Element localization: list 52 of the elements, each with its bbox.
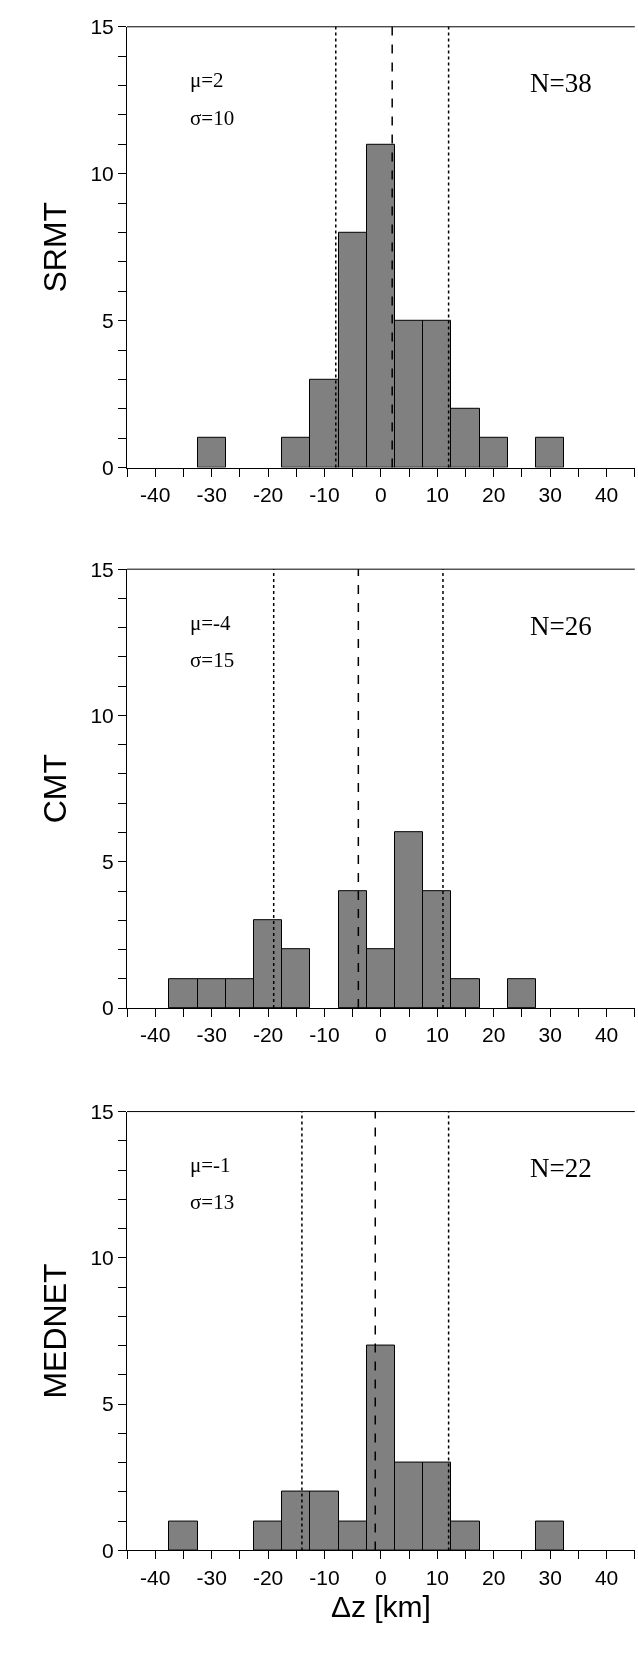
annotation: σ=10 bbox=[190, 106, 235, 130]
x-tick-label: 30 bbox=[538, 1023, 562, 1047]
x-tick-label: -30 bbox=[196, 1565, 227, 1589]
x-tick-label: 0 bbox=[375, 1023, 387, 1047]
y-tick-label: 10 bbox=[90, 703, 114, 727]
y-axis-title: SRMT bbox=[36, 201, 73, 293]
x-tick-label: -20 bbox=[252, 1023, 284, 1047]
annotation: μ=-1 bbox=[190, 1153, 231, 1177]
x-tick-label: -10 bbox=[309, 482, 340, 506]
x-tick-label: 10 bbox=[425, 1565, 450, 1589]
x-tick-label: -20 bbox=[252, 482, 284, 506]
x-tick-label: 20 bbox=[482, 1565, 506, 1589]
y-tick-label: 10 bbox=[90, 162, 114, 186]
x-tick-label: 40 bbox=[594, 1023, 619, 1047]
x-tick-label: -40 bbox=[140, 1023, 171, 1047]
x-tick-label: -30 bbox=[196, 1023, 227, 1047]
annotation: N=26 bbox=[530, 611, 592, 641]
y-tick-label: 5 bbox=[102, 309, 114, 333]
x-tick-label: 10 bbox=[425, 1023, 450, 1047]
x-tick-label: -30 bbox=[196, 482, 227, 506]
y-tick-label: 0 bbox=[102, 1538, 114, 1562]
x-tick-label: 0 bbox=[375, 1565, 387, 1589]
y-axis-title: CMT bbox=[36, 753, 73, 824]
x-tick-label: -20 bbox=[252, 1565, 284, 1589]
x-tick-label: 30 bbox=[538, 1565, 562, 1589]
y-tick-label: 15 bbox=[90, 15, 114, 39]
y-tick-label: 5 bbox=[102, 1392, 114, 1416]
y-tick-label: 10 bbox=[90, 1246, 114, 1270]
x-tick-label: -40 bbox=[140, 482, 171, 506]
annotation: σ=13 bbox=[190, 1190, 235, 1214]
x-tick-label: 0 bbox=[375, 482, 387, 506]
x-tick-label: 10 bbox=[425, 482, 450, 506]
x-tick-label: 40 bbox=[594, 482, 619, 506]
annotation: N=38 bbox=[530, 68, 592, 98]
y-tick-label: 5 bbox=[102, 850, 114, 874]
x-tick-label: -10 bbox=[309, 1023, 340, 1047]
y-tick-label: 0 bbox=[102, 996, 114, 1020]
y-tick-label: 0 bbox=[102, 455, 114, 479]
x-tick-label: 30 bbox=[538, 482, 562, 506]
x-tick-label: -10 bbox=[309, 1565, 340, 1589]
x-tick-label: -40 bbox=[140, 1565, 171, 1589]
y-tick-label: 15 bbox=[90, 557, 114, 581]
x-axis-title: Δz [km] bbox=[330, 1590, 431, 1624]
annotation: μ=-4 bbox=[190, 611, 232, 635]
annotation: N=22 bbox=[530, 1153, 592, 1183]
annotation: σ=15 bbox=[190, 648, 235, 672]
y-tick-label: 15 bbox=[90, 1099, 114, 1123]
x-tick-label: 20 bbox=[482, 482, 506, 506]
annotation: μ=2 bbox=[190, 68, 224, 92]
x-tick-label: 20 bbox=[482, 1023, 506, 1047]
x-tick-label: 40 bbox=[594, 1565, 619, 1589]
y-axis-title: MEDNET bbox=[36, 1263, 73, 1399]
